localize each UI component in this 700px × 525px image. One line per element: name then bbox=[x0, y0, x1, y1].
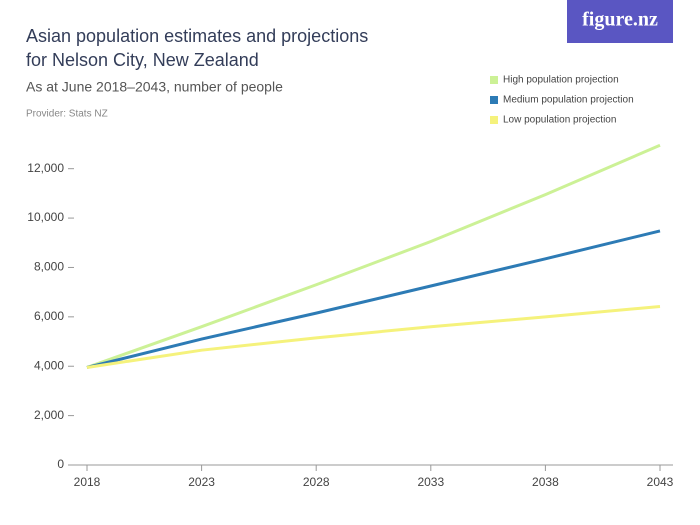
logo-box bbox=[567, 0, 673, 43]
y-tick-label: 4,000 bbox=[34, 358, 64, 372]
x-tick-label: 2043 bbox=[647, 475, 674, 489]
x-tick-label: 2033 bbox=[417, 475, 444, 489]
chart-title: Asian population estimates and projectio… bbox=[26, 26, 368, 70]
y-tick-label: 2,000 bbox=[34, 408, 64, 422]
y-tick-label: 8,000 bbox=[34, 260, 64, 274]
x-tick-label: 2038 bbox=[532, 475, 559, 489]
legend-label[interactable]: High population projection bbox=[503, 75, 619, 86]
y-tick-label: 10,000 bbox=[27, 210, 64, 224]
x-tick-label: 2018 bbox=[74, 475, 101, 489]
provider: Provider: Stats NZ bbox=[26, 109, 108, 120]
logo[interactable]: figure.nz bbox=[582, 9, 658, 31]
x-tick-label: 2023 bbox=[188, 475, 215, 489]
chart-subtitle: As at June 2018–2043, number of people bbox=[26, 79, 283, 95]
series-line bbox=[86, 143, 661, 369]
legend-swatch bbox=[490, 116, 498, 124]
legend-label[interactable]: Low population projection bbox=[503, 115, 616, 126]
y-tick-label: 6,000 bbox=[34, 309, 64, 323]
legend-swatch bbox=[490, 96, 498, 104]
legend-label[interactable]: Medium population projection bbox=[503, 95, 634, 106]
series-line bbox=[86, 229, 661, 369]
series-line bbox=[86, 304, 661, 369]
legend-swatch bbox=[490, 76, 498, 84]
y-tick-label: 0 bbox=[57, 457, 64, 471]
x-tick-label: 2028 bbox=[303, 475, 330, 489]
y-tick-label: 12,000 bbox=[27, 161, 64, 175]
